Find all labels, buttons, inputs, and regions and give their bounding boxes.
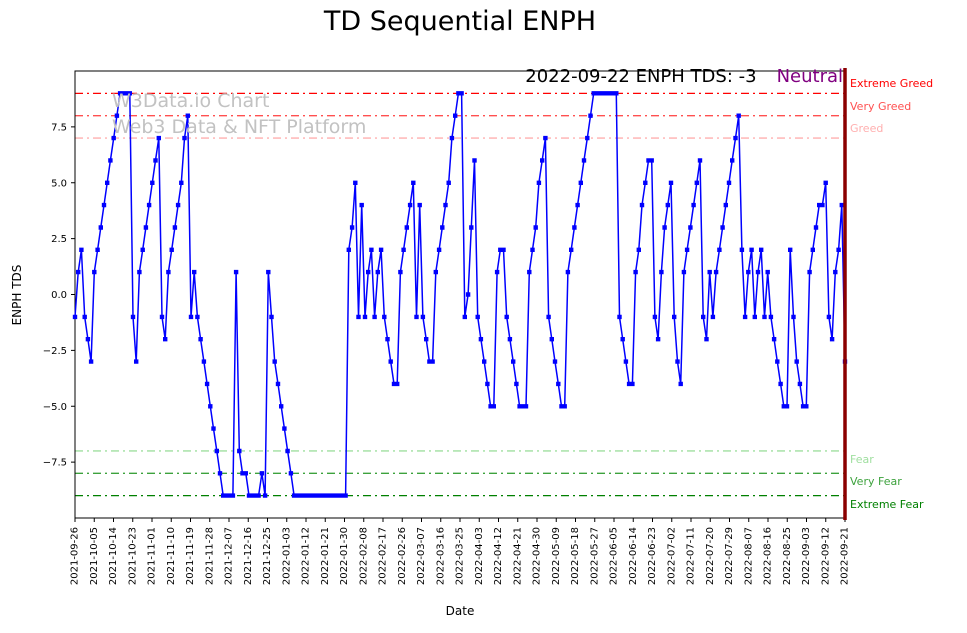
watermark-line1: W3Data.io Chart [112,90,270,112]
chart-title: TD Sequential ENPH [323,6,597,37]
zone-label-very-fear: Very Fear [850,475,902,489]
zone-label-extreme-greed: Extreme Greed [850,77,934,91]
x-axis-label: Date [445,604,475,618]
x-tick-label: 2022-06-23 [647,527,658,585]
current-tds-text: 2022-09-22 ENPH TDS: -3 [525,66,757,87]
x-tick-label: 2022-04-21 [512,527,523,585]
x-tick-label: 2021-09-26 [70,527,81,585]
x-tick-label: 2022-08-07 [743,527,754,585]
x-tick-label: 2021-10-05 [89,527,100,585]
tds-line [74,92,846,497]
x-tick-label: 2022-05-27 [589,527,600,585]
x-tick-label: 2022-09-03 [801,527,812,585]
x-tick-label: 2022-04-12 [493,527,504,585]
y-tick-label: −2.5 [43,346,67,357]
y-axis-label: ENPH TDS [10,264,24,326]
x-tick-label: 2021-11-19 [185,527,196,585]
x-tick-label: 2022-05-18 [570,527,581,585]
zone-label-fear: Fear [850,452,874,466]
x-tick-label: 2022-07-29 [724,527,735,585]
x-tick-label: 2021-12-16 [243,527,254,585]
x-tick-label: 2022-07-20 [705,527,716,585]
x-tick-label: 2022-03-07 [416,527,427,585]
y-tick-label: 0.0 [51,290,67,301]
x-tick-label: 2021-12-07 [224,527,235,585]
y-tick-label: −5.0 [43,402,67,413]
y-tick-label: 2.5 [51,234,67,245]
y-tick-label: 5.0 [51,178,67,189]
x-tick-label: 2022-07-11 [686,527,697,585]
x-tick-label: 2021-10-14 [108,527,119,585]
x-tick-label: 2022-06-14 [628,527,639,585]
x-tick-label: 2022-01-30 [339,527,350,585]
x-tick-label: 2022-06-05 [609,527,620,585]
x-tick-label: 2022-02-17 [378,527,389,585]
x-tick-label: 2021-12-25 [262,527,273,585]
sentiment-label: Neutral [776,66,843,87]
watermark-line2: Web3 Data & NFT Platform [112,116,367,138]
y-tick-label: −7.5 [43,458,67,469]
x-tick-label: 2022-01-21 [320,527,331,585]
x-tick-label: 2021-10-23 [127,527,138,585]
x-tick-label: 2022-03-16 [435,527,446,585]
x-tick-label: 2022-04-03 [474,527,485,585]
x-tick-label: 2022-09-21 [840,527,851,585]
current-tds-annotation: 2022-09-22 ENPH TDS: -3 Neutral [75,66,843,87]
zone-label-greed: Greed [850,122,884,136]
x-tick-label: 2022-03-25 [455,527,466,585]
x-tick-label: 2022-02-26 [397,527,408,585]
x-tick-label: 2022-08-25 [782,527,793,585]
x-tick-label: 2022-07-02 [666,527,677,585]
x-tick-label: 2022-01-03 [281,527,292,585]
x-tick-label: 2021-11-10 [166,527,177,585]
x-tick-label: 2022-01-12 [301,527,312,585]
x-tick-label: 2022-05-09 [551,527,562,585]
x-tick-label: 2022-04-30 [532,527,543,585]
x-tick-label: 2022-02-08 [358,527,369,585]
x-tick-label: 2022-09-12 [820,527,831,585]
zone-label-very-greed: Very Greed [850,99,912,113]
x-tick-label: 2022-08-16 [763,527,774,585]
zone-label-extreme-fear: Extreme Fear [850,497,924,511]
y-tick-label: 7.5 [51,122,67,133]
x-tick-label: 2021-11-01 [147,527,158,585]
x-tick-label: 2021-11-28 [204,527,215,585]
